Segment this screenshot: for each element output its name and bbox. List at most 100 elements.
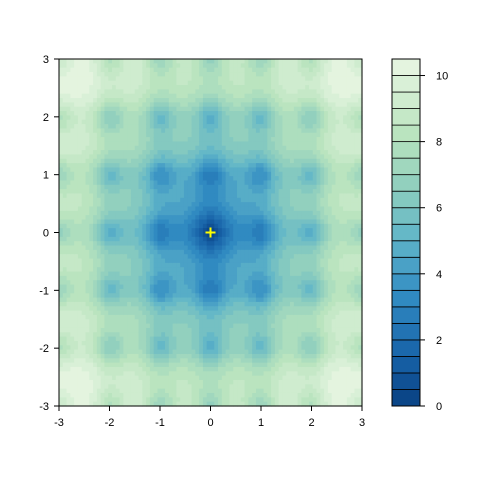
heatmap-cell	[161, 254, 166, 260]
heatmap-cell	[290, 67, 295, 73]
heatmap-cell	[115, 232, 121, 238]
heatmap-cell	[142, 189, 147, 195]
heatmap-cell	[282, 119, 287, 125]
heatmap-cell	[66, 310, 71, 316]
heatmap-cell	[104, 219, 109, 225]
heatmap-cell	[199, 197, 204, 203]
heatmap-cell	[93, 297, 98, 303]
heatmap-cell	[252, 215, 257, 221]
heatmap-cell	[85, 111, 90, 116]
heatmap-cell	[66, 171, 71, 177]
heatmap-cell	[112, 340, 117, 346]
heatmap-cell	[225, 340, 231, 346]
heatmap-cell	[244, 98, 249, 103]
heatmap-cell	[123, 397, 128, 403]
heatmap-cell	[252, 245, 257, 251]
heatmap-cell	[168, 210, 174, 216]
heatmap-cell	[115, 353, 121, 359]
heatmap-cell	[123, 76, 128, 82]
heatmap-cell	[168, 128, 174, 134]
heatmap-cell	[233, 128, 238, 134]
heatmap-cell	[89, 301, 94, 307]
heatmap-cell	[130, 85, 136, 90]
heatmap-cell	[108, 288, 113, 294]
heatmap-cell	[108, 102, 113, 108]
heatmap-cell	[180, 176, 185, 182]
heatmap-cell	[108, 392, 113, 398]
heatmap-cell	[70, 80, 75, 86]
heatmap-cell	[108, 284, 113, 290]
heatmap-cell	[66, 371, 71, 377]
heatmap-cell	[248, 306, 253, 312]
heatmap-cell	[85, 345, 90, 351]
heatmap-cell	[267, 76, 272, 82]
heatmap-cell	[130, 93, 136, 99]
heatmap-cell	[195, 332, 200, 338]
heatmap-cell	[248, 232, 253, 238]
heatmap-cell	[81, 314, 87, 320]
heatmap-cell	[165, 93, 170, 99]
heatmap-cell	[271, 349, 276, 355]
heatmap-cell	[62, 89, 68, 95]
heatmap-cell	[149, 72, 155, 77]
heatmap-cell	[252, 293, 257, 299]
heatmap-cell	[81, 210, 87, 216]
heatmap-cell	[237, 280, 242, 286]
heatmap-cell	[112, 228, 117, 234]
heatmap-cell	[206, 206, 212, 212]
heatmap-cell	[293, 171, 299, 177]
heatmap-cell	[108, 85, 113, 90]
heatmap-cell	[210, 163, 215, 169]
heatmap-cell	[130, 80, 136, 86]
heatmap-cell	[267, 301, 272, 307]
heatmap-cell	[74, 115, 79, 121]
heatmap-cell	[233, 288, 238, 294]
heatmap-cell	[180, 366, 185, 372]
heatmap-cell	[263, 275, 268, 281]
heatmap-cell	[59, 254, 64, 260]
heatmap-cell	[146, 111, 151, 116]
heatmap-cell	[237, 358, 242, 364]
heatmap-cell	[123, 379, 128, 385]
heatmap-cell	[168, 397, 174, 403]
heatmap-cell	[229, 392, 234, 398]
heatmap-cell	[81, 254, 87, 260]
heatmap-cell	[112, 141, 117, 147]
heatmap-cell	[202, 258, 208, 264]
heatmap-cell	[146, 145, 151, 151]
heatmap-cell	[172, 171, 178, 177]
heatmap-cell	[115, 163, 121, 169]
heatmap-cell	[286, 358, 291, 364]
heatmap-cell	[218, 258, 223, 264]
heatmap-cell	[252, 171, 257, 177]
heatmap-cell	[134, 301, 140, 307]
heatmap-cell	[290, 384, 295, 390]
heatmap-cell	[100, 262, 106, 268]
heatmap-cell	[172, 249, 178, 255]
heatmap-cell	[59, 349, 64, 355]
heatmap-cell	[240, 67, 246, 73]
heatmap-cell	[290, 193, 295, 199]
heatmap-cell	[255, 310, 261, 316]
heatmap-cell	[233, 193, 238, 199]
heatmap-cell	[240, 288, 246, 294]
heatmap-cell	[108, 93, 113, 99]
heatmap-cell	[153, 219, 159, 225]
heatmap-cell	[77, 392, 83, 398]
heatmap-cell	[248, 228, 253, 234]
heatmap-cell	[165, 119, 170, 125]
heatmap-cell	[115, 206, 121, 212]
heatmap-cell	[255, 176, 261, 182]
heatmap-cell	[115, 219, 121, 225]
heatmap-cell	[157, 314, 162, 320]
heatmap-cell	[237, 392, 242, 398]
heatmap-cell	[66, 349, 71, 355]
heatmap-cell	[127, 119, 132, 125]
heatmap-cell	[202, 163, 208, 169]
heatmap-cell	[259, 275, 265, 281]
heatmap-cell	[240, 388, 246, 394]
heatmap-cell	[134, 106, 140, 112]
heatmap-cell	[191, 349, 196, 355]
heatmap-cell	[210, 258, 215, 264]
heatmap-cell	[214, 349, 219, 355]
